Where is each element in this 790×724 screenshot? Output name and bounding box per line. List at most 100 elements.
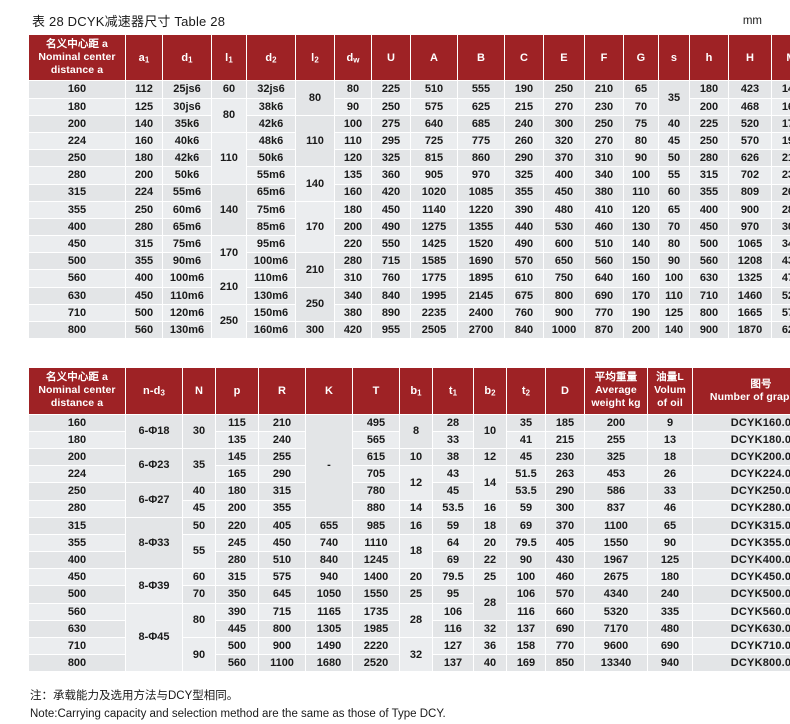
cell-nominal-center-distance: 800	[29, 655, 125, 672]
cell-d1: 50k6	[163, 167, 211, 184]
cell-b1: 18	[400, 534, 432, 569]
cell-dw: 200	[335, 218, 371, 236]
cell-F: 870	[585, 322, 623, 339]
cell-A: 815	[411, 150, 457, 167]
cell-t2: 137	[507, 620, 545, 637]
cell-n-d3: 8-Φ39	[126, 569, 182, 603]
cell-G: 100	[624, 167, 658, 184]
column-header-h: h	[690, 35, 728, 81]
cell-R: 255	[259, 448, 305, 466]
cell-t2: 90	[507, 552, 545, 569]
column-header-p: p	[216, 368, 258, 414]
cell-h: 280	[690, 150, 728, 167]
cell-U: 250	[372, 98, 410, 115]
cell-d1: 100m6	[163, 270, 211, 287]
cell-D: 263	[546, 466, 584, 483]
cell-d2: 42k6	[247, 115, 295, 132]
cell-H: 1665	[729, 304, 771, 321]
column-header-d: d1	[163, 35, 211, 81]
column-header-f: F	[585, 35, 623, 81]
table-row: 280 45 200 355 880 14 53.5 16 59 300 837 46 DCYK280.…	[29, 500, 790, 517]
cell-E: 1000	[544, 322, 584, 339]
cell-t2: 106	[507, 586, 545, 603]
cell-G: 90	[624, 150, 658, 167]
cell-t1: 127	[433, 638, 473, 655]
cell-b2: 40	[474, 655, 506, 672]
cell-d1: 110m6	[163, 287, 211, 304]
cell-F: 210	[585, 81, 623, 98]
cell-N: 45	[183, 500, 215, 517]
cell-l2: 170	[296, 201, 334, 253]
cell-d1: 40k6	[163, 132, 211, 150]
cell-E: 320	[544, 132, 584, 150]
column-header-line: 名义中心距 a	[46, 371, 108, 384]
cell-A: 1995	[411, 287, 457, 304]
cell-d2: 75m6	[247, 201, 295, 218]
table-row: 630 450 110m6 130m6 250 340 840 1995 2145 675 800 6…	[29, 287, 790, 321]
table-row: 180 125 30js6 80 38k6 90 250 575 625 215 270 230 70 2…	[29, 98, 790, 132]
cell-F: 560	[585, 253, 623, 270]
table-row: 500 70 350 645 1050 1550 25 95 28 106 570 4340 240 DC…	[29, 586, 790, 620]
cell-d1: 90m6	[163, 253, 211, 270]
cell-t2: 53.5	[507, 483, 545, 500]
cell-h: 800	[690, 304, 728, 321]
column-header-line: distance a	[50, 64, 104, 77]
cell-average-weight: 2675	[585, 569, 647, 586]
cell-M: 160	[772, 98, 790, 115]
cell-t1: 116	[433, 620, 473, 637]
cell-nominal-center-distance: 160	[29, 81, 125, 98]
cell-n-d3: 8-Φ45	[126, 603, 182, 672]
cell-t2: 35	[507, 414, 545, 431]
cell-nominal-center-distance: 280	[29, 167, 125, 184]
column-header-subscript: 3	[160, 388, 165, 398]
cell-dw: 90	[335, 98, 371, 115]
cell-s: 65	[659, 201, 689, 218]
cell-U: 760	[372, 270, 410, 287]
cell-D: 660	[546, 603, 584, 620]
column-header-stacked: 平均重量 Average weight kg	[585, 368, 647, 414]
cell-nominal-center-distance: 160	[29, 414, 125, 431]
cell-h: 630	[690, 270, 728, 287]
cell-M: 525	[772, 287, 790, 304]
cell-dw: 340	[335, 287, 371, 304]
cell-M: 190	[772, 132, 790, 150]
cell-b2: 16	[474, 500, 506, 517]
cell-F: 340	[585, 167, 623, 184]
cell-h: 355	[690, 184, 728, 201]
cell-n-d3: 6-Φ27	[126, 483, 182, 517]
cell-t2: 158	[507, 638, 545, 655]
cell-dw: 110	[335, 132, 371, 150]
cell-t1: 137	[433, 655, 473, 672]
cell-p: 350	[216, 586, 258, 603]
column-header-a: A	[411, 35, 457, 81]
table2-body: 160 6-Φ18 30 115 210-495 8 28 10 35 185 200 9 DCYK16…	[29, 414, 790, 672]
cell-nominal-center-distance: 500	[29, 586, 125, 603]
cell-C: 760	[505, 304, 543, 321]
cell-l1: 140	[212, 184, 246, 236]
cell-volume-of-oil: 125	[648, 552, 692, 569]
table-row: 280 200 50k6 55m6 140 135 360 905 970 325 400 340 10…	[29, 167, 790, 201]
column-header-b: B	[458, 35, 504, 81]
cell-volume-of-oil: 9	[648, 414, 692, 431]
cell-nominal-center-distance: 315	[29, 517, 125, 534]
cell-T: 495	[353, 414, 399, 431]
cell-graph-number: DCYK250.0	[693, 483, 790, 500]
cell-H: 1325	[729, 270, 771, 287]
cell-t2: 59	[507, 500, 545, 517]
cell-nominal-center-distance: 355	[29, 534, 125, 552]
cell-R: 1100	[259, 655, 305, 672]
column-header-subscript: w	[353, 55, 360, 65]
cell-N: 50	[183, 517, 215, 534]
cell-E: 750	[544, 270, 584, 287]
cell-K: 1490	[306, 638, 352, 655]
cell-p: 135	[216, 431, 258, 448]
cell-R: 575	[259, 569, 305, 586]
cell-nominal-center-distance: 315	[29, 184, 125, 201]
cell-D: 460	[546, 569, 584, 586]
cell-l1: 80	[212, 98, 246, 132]
column-header-subscript: 2	[491, 388, 496, 398]
cell-a1: 180	[126, 150, 162, 167]
cell-D: 405	[546, 534, 584, 552]
cell-d2: 130m6	[247, 287, 295, 304]
